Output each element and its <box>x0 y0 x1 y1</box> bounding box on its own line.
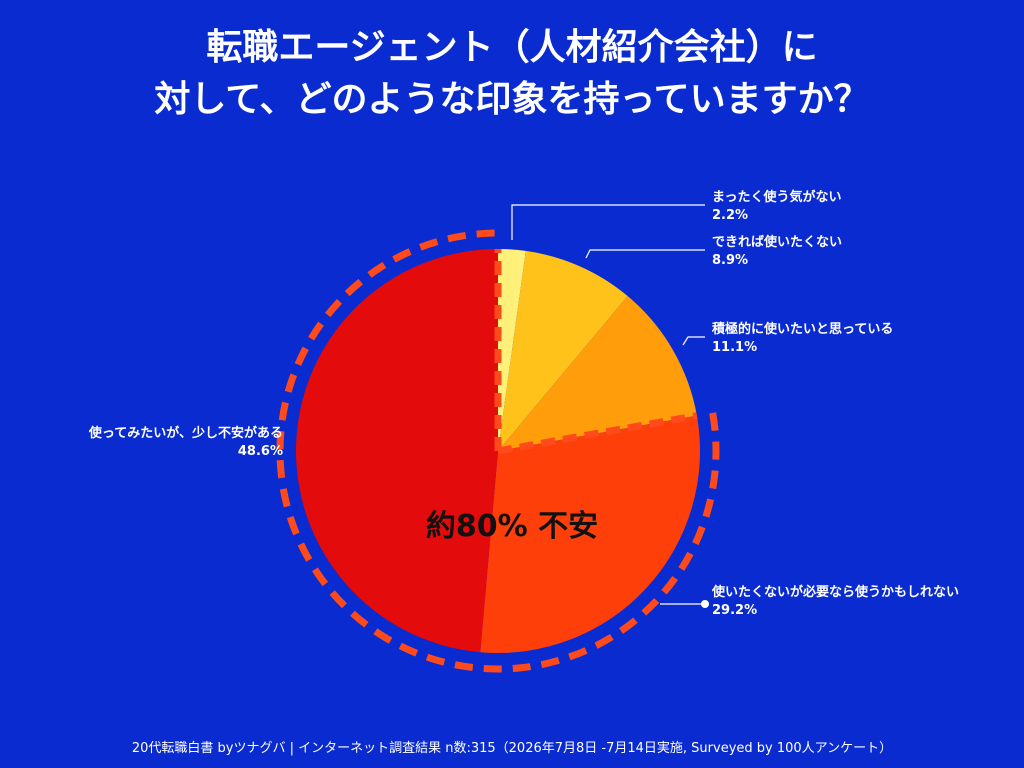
pie-slice-4 <box>480 415 700 653</box>
leader-line-3 <box>682 336 705 346</box>
pie-slice-5 <box>296 249 498 653</box>
slice-label-3: 積極的に使いたいと思っている <box>711 321 893 337</box>
slice-value-label-5: 48.6% <box>238 444 283 459</box>
slice-label-2: できれば使いたくない <box>712 234 842 250</box>
pie-slice-2 <box>498 250 628 451</box>
footer-source-note: 20代転職白書 byツナグバ | インターネット調査結果 n数:315（2026… <box>131 741 893 756</box>
highlight-dashed-divider <box>497 412 698 455</box>
slice-value-label-4: 29.2% <box>712 603 757 618</box>
leader-line-2 <box>585 249 705 259</box>
slice-label-1: まったく使う気がない <box>712 189 841 205</box>
annotation-80-percent-anxiety: 約80% 不安 <box>426 509 598 544</box>
pie-slice-1 <box>498 249 526 451</box>
highlight-dashed-arc <box>276 229 720 673</box>
slice-value-label-2: 8.9% <box>712 253 748 268</box>
chart-title-line-1: 転職エージェント（人材紹介会社）に <box>206 27 818 68</box>
chart-title-line-2: 対して、どのような印象を持っていますか？ <box>154 79 870 120</box>
leader-line-1 <box>511 204 705 240</box>
leader-dot-4 <box>701 600 709 608</box>
pie-slice-3 <box>498 296 697 451</box>
slice-label-4: 使いたくないが必要なら使うかもしれない <box>711 584 959 600</box>
slice-label-5: 使ってみたいが、少し不安がある <box>88 425 283 441</box>
slice-value-label-1: 2.2% <box>712 208 748 223</box>
slice-value-label-3: 11.1% <box>712 340 757 355</box>
chart-title: 転職エージェント（人材紹介会社）に 対して、どのような印象を持っていますか？ <box>0 22 1024 126</box>
